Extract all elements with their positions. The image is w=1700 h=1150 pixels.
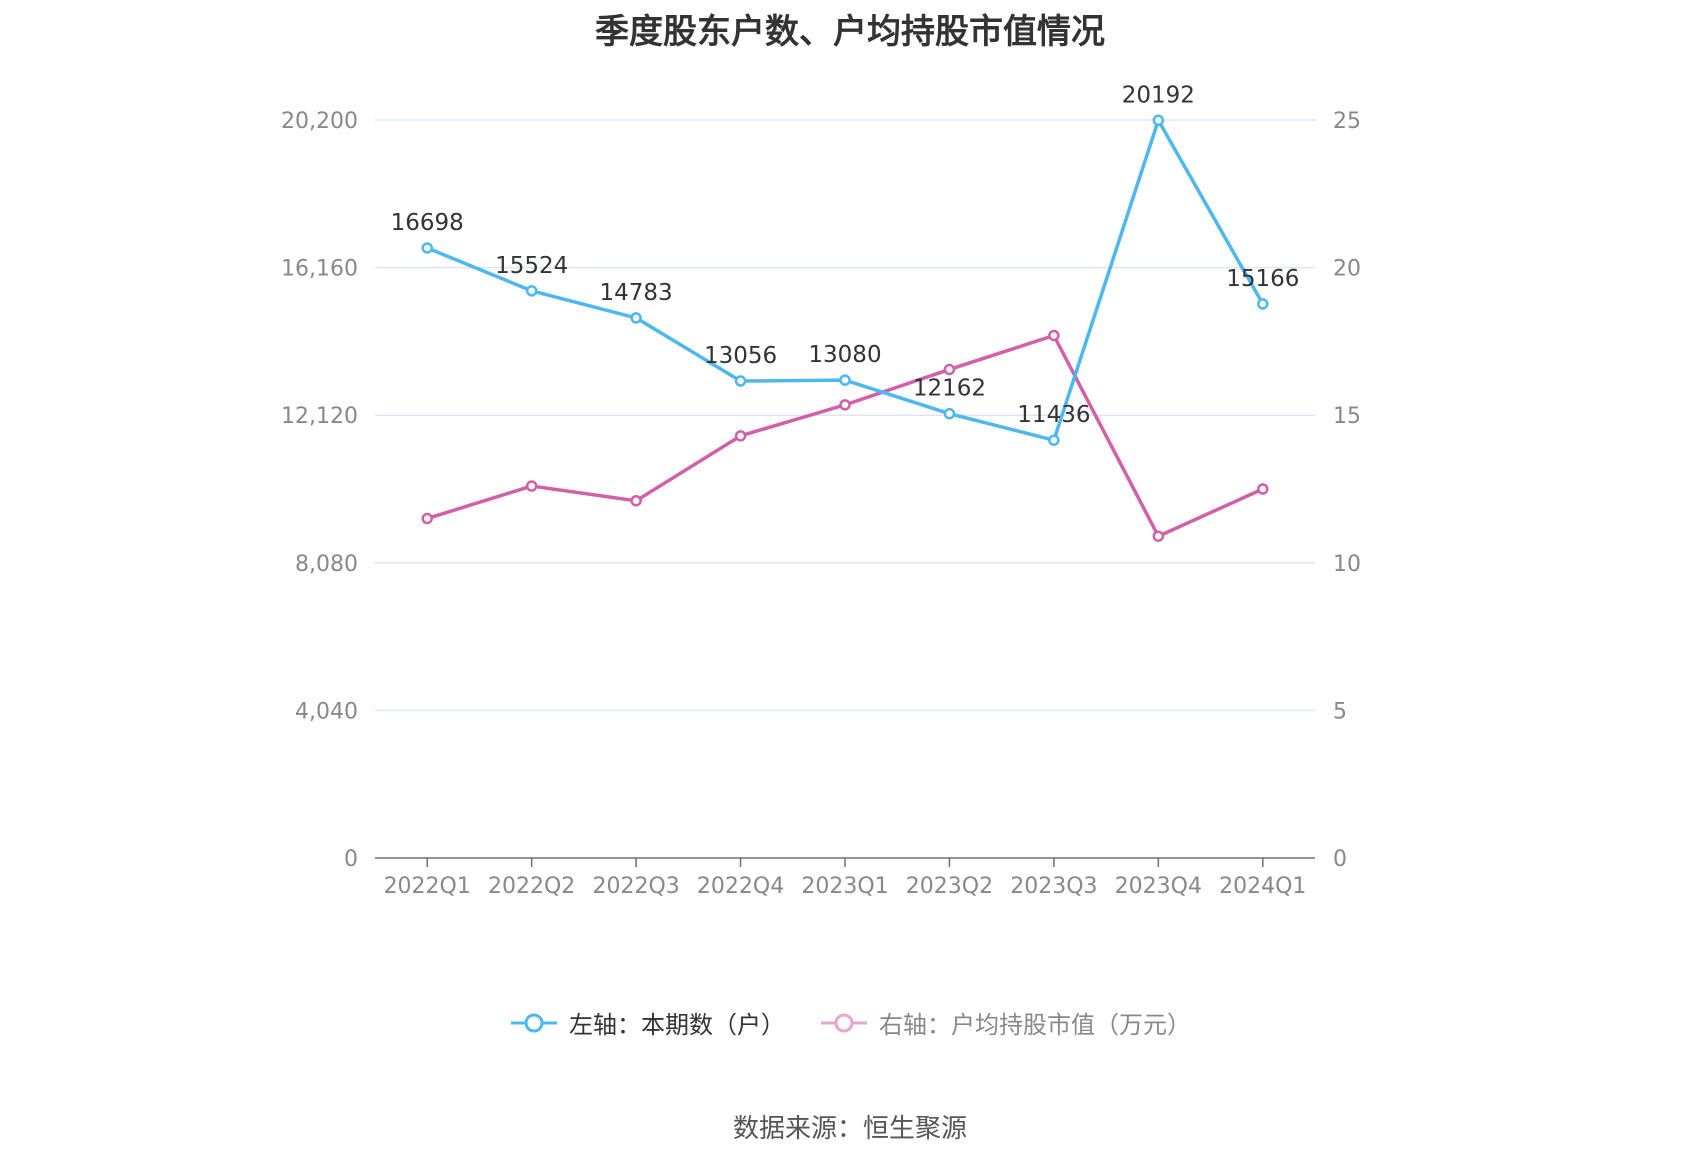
chart-title: 季度股东户数、户均持股市值情况: [595, 12, 1105, 52]
left-axis-tick-label: 4,040: [295, 699, 358, 724]
right-axis-tick-label: 15: [1333, 404, 1361, 429]
x-axis-tick-label: 2023Q2: [906, 874, 993, 899]
data-point-right: [1152, 530, 1165, 542]
series-lines: [421, 114, 1269, 542]
legend-label-left-series: 左轴：本期数（户）: [569, 1011, 785, 1039]
data-label: 16698: [391, 210, 464, 236]
data-point-left: [1257, 298, 1269, 310]
data-label: 13080: [808, 342, 881, 368]
data-label: 14783: [600, 280, 673, 306]
left-axis-tick-label: 16,160: [281, 257, 358, 282]
data-point-right: [421, 512, 433, 525]
legend-label-right-series: 右轴：户均持股市值（万元）: [879, 1011, 1191, 1039]
left-axis-tick-label: 8,080: [295, 552, 358, 577]
data-label: 15166: [1226, 266, 1299, 292]
x-axis-tick-label: 2022Q3: [592, 874, 679, 899]
data-label: 20192: [1122, 82, 1195, 108]
left-axis-tick-label: 0: [344, 847, 358, 872]
data-point-left: [1048, 434, 1060, 446]
x-axis-tick-label: 2023Q1: [801, 874, 888, 899]
x-axis-tick-label: 2023Q3: [1010, 874, 1097, 899]
chart-plot: 0 0 4,040 5 8,080 10 12,120 15 16,160 20 20,200 25 2…: [281, 82, 1361, 899]
data-point-left: [839, 374, 851, 386]
data-point-right: [1048, 329, 1060, 342]
right-axis-tick-label: 10: [1333, 552, 1361, 577]
right-axis-tick-label: 0: [1333, 847, 1347, 872]
legend: 左轴：本期数（户） 右轴：户均持股市值（万元）: [0, 1005, 1700, 1040]
x-axis-tick-label: 2022Q1: [384, 874, 471, 899]
source-note: 数据来源：恒生聚源: [732, 1114, 967, 1144]
data-point-left: [630, 312, 642, 324]
axes: 0 0 4,040 5 8,080 10 12,120 15 16,160 20 20,200 25 2…: [281, 109, 1361, 899]
x-axis-tick-label: 2024Q1: [1219, 874, 1306, 899]
legend-line-circle-icon: [511, 1013, 557, 1032]
data-labels: 16698 15524 14783 13056 13080 12162 11436 20192…: [391, 82, 1300, 428]
x-axis-tick-label: 2022Q4: [697, 874, 784, 899]
data-label: 15524: [495, 253, 568, 279]
data-label: 11436: [1017, 402, 1090, 428]
legend-item-left-series[interactable]: 左轴：本期数（户）: [509, 1005, 785, 1040]
legend-item-right-series[interactable]: 右轴：户均持股市值（万元）: [819, 1005, 1191, 1040]
data-label: 12162: [913, 376, 986, 402]
data-point-right: [525, 480, 538, 492]
data-point-right: [839, 399, 851, 411]
left-axis-tick-label: 20,200: [281, 109, 358, 134]
right-axis-tick-label: 25: [1333, 109, 1361, 134]
left-axis-tick-label: 12,120: [281, 404, 358, 429]
data-point-right: [943, 363, 956, 376]
x-axis-tick-label: 2022Q2: [488, 874, 575, 899]
data-point-left: [1152, 114, 1165, 127]
data-point-left: [734, 375, 747, 387]
right-axis-tick-label: 5: [1333, 699, 1347, 724]
legend-line-circle-icon: [821, 1013, 867, 1032]
data-point-left: [421, 242, 433, 254]
data-label: 13056: [704, 343, 777, 369]
data-point-right: [630, 495, 642, 507]
grid-lines: [375, 119, 1315, 712]
right-axis-tick-label: 20: [1333, 257, 1361, 282]
data-point-left: [943, 407, 956, 420]
data-point-right: [1257, 483, 1269, 495]
x-axis-tick-label: 2023Q4: [1115, 874, 1202, 899]
data-point-left: [525, 285, 538, 297]
series-line-left: [426, 118, 1265, 442]
data-point-right: [734, 430, 747, 442]
